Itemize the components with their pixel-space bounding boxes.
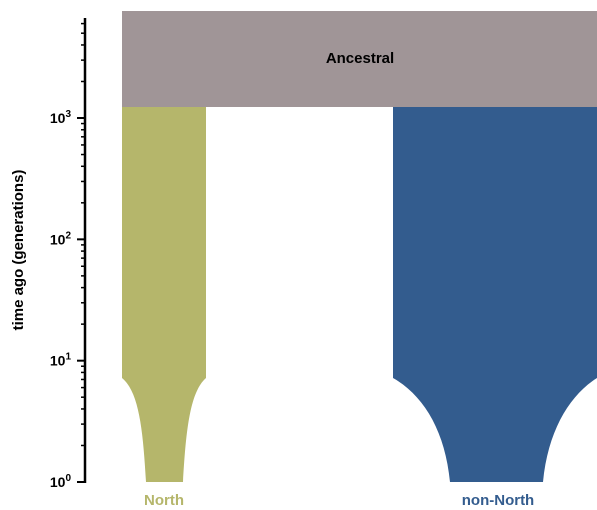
y-tick-label: 102 [50, 230, 72, 247]
y-tick-label: 103 [50, 109, 72, 126]
y-axis: 100 101 102 103 [50, 18, 87, 490]
ancestral-label: Ancestral [326, 50, 394, 67]
non-north-label: non-North [462, 492, 534, 509]
y-tick-label: 100 [50, 473, 72, 490]
non-north-population [393, 107, 597, 482]
north-population [122, 107, 206, 482]
ancestral-block [122, 11, 597, 107]
y-axis-title: time ago (generations) [10, 170, 27, 331]
north-label: North [144, 492, 184, 509]
y-tick-label: 101 [50, 352, 72, 369]
